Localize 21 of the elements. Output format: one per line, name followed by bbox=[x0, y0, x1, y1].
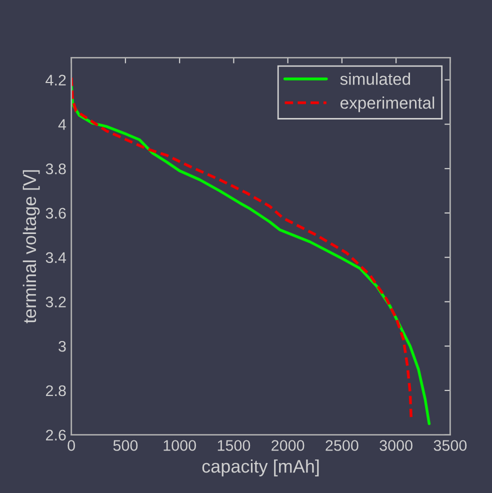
y-tick-label: 3.2 bbox=[46, 296, 66, 308]
y-tick-label: 2.8 bbox=[46, 385, 66, 396]
x-tick-label: 3000 bbox=[380, 440, 412, 451]
legend-label: simulated bbox=[340, 72, 410, 85]
x-tick-label: 2000 bbox=[272, 440, 304, 451]
x-tick-label: 1500 bbox=[218, 440, 250, 451]
y-axis-title: terminal voltage [V] bbox=[22, 170, 40, 324]
x-tick-label: 1000 bbox=[164, 440, 196, 451]
y-tick-label: 3.4 bbox=[46, 252, 66, 264]
x-tick-label: 0 bbox=[68, 440, 75, 451]
legend-label: experimental bbox=[340, 96, 434, 112]
x-tick-label: 3500 bbox=[434, 440, 467, 451]
y-tick-label: 2.6 bbox=[46, 430, 66, 441]
y-tick-label: 4 bbox=[58, 119, 66, 130]
x-axis-title: capacity [mAh] bbox=[202, 459, 319, 476]
y-tick-label: 3 bbox=[58, 340, 66, 352]
x-tick-label: 2500 bbox=[326, 440, 358, 451]
y-tick-label: 4.2 bbox=[46, 74, 66, 86]
x-tick-label: 500 bbox=[113, 440, 138, 451]
y-tick-label: 3.8 bbox=[46, 163, 66, 174]
y-tick-label: 3.6 bbox=[46, 208, 66, 219]
